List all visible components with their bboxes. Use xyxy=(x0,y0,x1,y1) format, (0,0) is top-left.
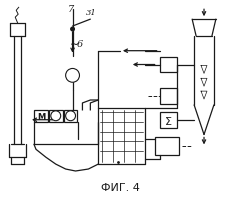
Bar xyxy=(160,57,177,72)
Text: Σ: Σ xyxy=(164,117,171,127)
Bar xyxy=(49,110,63,122)
Text: 6: 6 xyxy=(77,40,83,49)
Bar xyxy=(160,112,177,128)
Bar xyxy=(155,137,179,155)
Bar xyxy=(34,110,48,122)
Text: ФИГ. 4: ФИГ. 4 xyxy=(101,183,139,193)
Text: M: M xyxy=(37,113,45,122)
Circle shape xyxy=(51,111,61,121)
Bar xyxy=(64,110,78,122)
Circle shape xyxy=(71,27,74,31)
Circle shape xyxy=(66,111,76,121)
Text: 7: 7 xyxy=(68,5,74,14)
Bar xyxy=(160,88,177,104)
Text: ~: ~ xyxy=(70,40,79,50)
Text: 31: 31 xyxy=(85,9,96,17)
Circle shape xyxy=(66,68,79,82)
